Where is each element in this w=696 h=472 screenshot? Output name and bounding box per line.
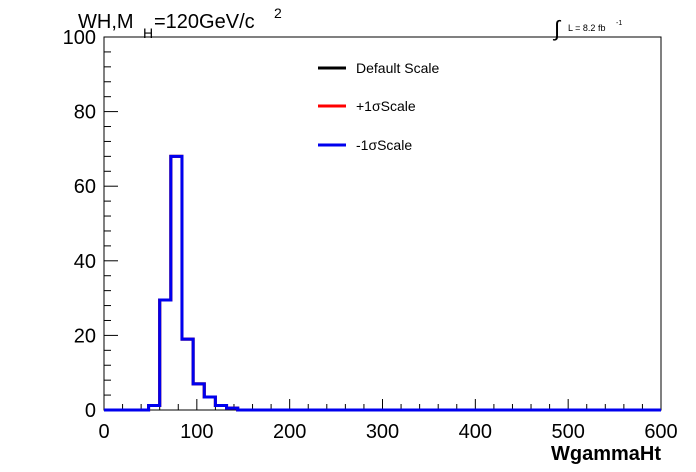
- legend-label: +1σScale: [356, 98, 416, 114]
- plot-frame: [103, 36, 662, 411]
- x-tick-label: 500: [551, 421, 584, 443]
- series-line-2: [104, 154, 661, 412]
- x-tick-label: 400: [459, 421, 492, 443]
- chart-title-subscript: H: [143, 25, 153, 41]
- x-tick-label: 200: [273, 421, 306, 443]
- y-tick-label: 100: [63, 27, 96, 49]
- y-tick-label: 20: [74, 325, 96, 347]
- x-tick-label: 600: [644, 421, 677, 443]
- series-line-1: [104, 154, 661, 412]
- chart-title-superscript: 2: [274, 5, 282, 21]
- x-tick-label: 100: [180, 421, 213, 443]
- y-tick-label: 40: [74, 251, 96, 273]
- chart-title-suffix: =120GeV/c: [154, 11, 255, 33]
- series-line-0: [104, 154, 661, 412]
- axes-group: 0 20 40 60 80 100 0 100 200 300 400 500 600: [63, 27, 678, 443]
- x-axis-title: WgammaHt: [551, 443, 661, 465]
- x-tick-label: 0: [98, 421, 109, 443]
- y-tick-label: 80: [74, 102, 96, 124]
- lumi-label: L = 8.2 fb: [568, 23, 605, 33]
- legend: Default Scale +1σScale -1σScale: [318, 60, 439, 153]
- y-tick-label: 60: [74, 176, 96, 198]
- lumi-integral-symbol: ∫: [552, 16, 562, 41]
- lumi-exponent: -1: [616, 20, 622, 27]
- legend-label: Default Scale: [356, 60, 439, 76]
- chart-title-prefix: WH,M: [78, 11, 134, 33]
- legend-label: -1σScale: [356, 137, 412, 153]
- x-tick-label: 300: [366, 421, 399, 443]
- series-group: [104, 154, 661, 412]
- y-tick-label: 0: [85, 400, 96, 422]
